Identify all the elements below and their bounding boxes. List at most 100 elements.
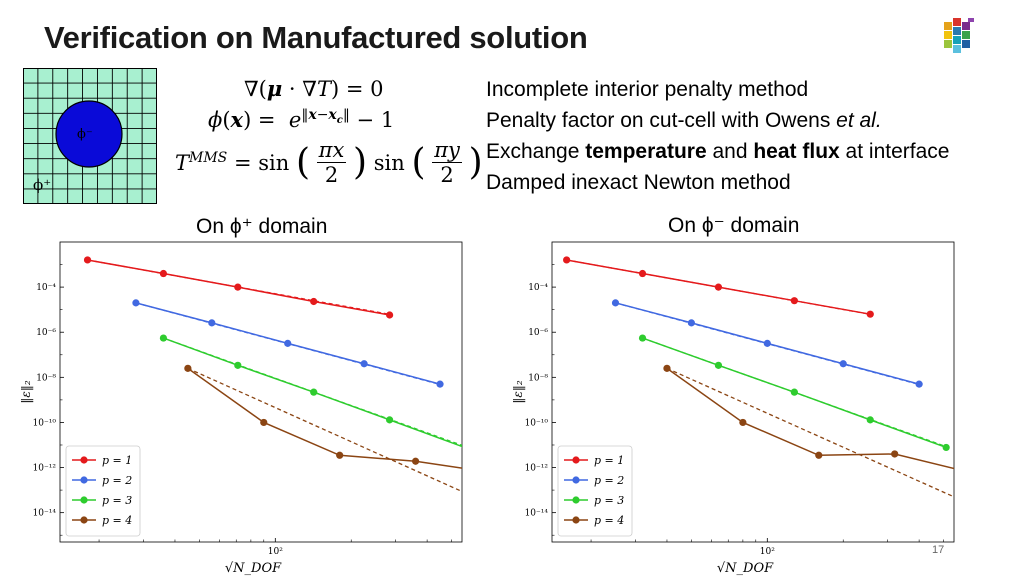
data-point [461,447,462,449]
y-tick-label: 10⁻¹⁴ [33,509,57,519]
data-point [234,361,242,369]
data-point [967,469,974,476]
method-item-text: at interface [839,140,950,163]
legend-marker [572,456,580,464]
domain-figure: ϕ⁻ ϕ⁺ [23,68,157,204]
data-point [83,256,92,264]
x-axis-label: √N_DOF [225,561,282,576]
x-axis-label: √N_DOF [717,561,774,576]
data-point [839,360,847,368]
legend-label: p = 3 [102,494,132,507]
y-tick-label: 10⁻¹² [525,464,549,474]
data-point [714,361,723,369]
y-tick-label: 10⁻⁴ [528,283,548,293]
legend-label: p = 1 [594,454,624,467]
x-tick-label: 10² [268,547,283,557]
data-point [184,364,192,372]
data-point [687,319,696,327]
legend-marker [80,476,88,484]
equation-level-set: ϕ(x) = e‖x−xc‖ − 1 [208,107,395,132]
method-item-text: Penalty factor on cut-cell with Owens [486,109,837,132]
data-point [790,388,798,396]
method-item-text: and [706,140,754,163]
data-point [739,418,747,427]
data-point [638,334,647,342]
method-item-text: Damped inexact Newton method [486,171,791,194]
data-point [714,283,723,291]
x-tick-label: 10² [760,547,775,557]
legend-marker [80,516,88,524]
y-tick-label: 10⁻⁶ [528,328,548,338]
data-point [891,450,899,458]
legend-label: p = 4 [594,514,624,527]
legend-label: p = 2 [594,474,624,487]
legend-label: p = 3 [594,494,624,507]
data-point [411,457,420,465]
data-point [260,418,268,427]
legend-marker [80,496,88,504]
data-point [208,319,216,327]
legend-label: p = 1 [102,454,132,467]
method-item: Penalty factor on cut-cell with Owens et… [486,105,949,136]
reference-slope-line [666,367,954,498]
left-plot-label: On ϕ⁺ domain [196,215,328,238]
data-point [284,339,292,347]
plot-frame [59,241,463,543]
reference-slope-line [187,367,462,493]
data-point [638,269,647,278]
data-point [386,311,394,319]
legend-marker [80,456,88,464]
y-tick-label: 10⁻⁶ [36,328,56,338]
data-point [310,388,318,396]
data-point [815,451,823,459]
method-item-text: Incomplete interior penalty method [486,78,809,101]
method-item: Damped inexact Newton method [486,167,949,198]
data-point [866,416,874,424]
convergence-plot-phi-minus: 10⁻⁴ 10⁻⁶ 10⁻⁸ 10⁻¹⁰ 10⁻¹² 10⁻¹⁴ 10² √N_DOF ‖ε‖₂… [512,241,974,576]
data-point [663,364,671,372]
data-point [436,380,444,388]
data-point [234,283,242,291]
legend-label: p = 4 [102,514,132,527]
data-point [386,416,394,424]
legend-marker [572,516,580,524]
y-tick-label: 10⁻¹⁴ [525,509,549,519]
legend-box [65,445,141,537]
page-number: 17 [932,544,945,556]
legend-label: p = 2 [102,474,132,487]
data-point [159,334,168,342]
method-item-text: heat flux [753,140,840,163]
right-plot-label: On ϕ⁻ domain [668,214,800,237]
method-item: Incomplete interior penalty method [486,74,949,105]
y-tick-label: 10⁻⁸ [528,373,548,383]
method-list: Incomplete interior penalty method Penalt… [486,74,949,198]
data-point [611,299,620,307]
method-item-text: temperature [585,140,707,163]
data-point [310,297,318,306]
legend-box [557,445,633,537]
legend-marker [572,496,580,504]
y-axis-label: ‖ε‖₂ [512,380,525,403]
data-point [360,360,368,368]
method-item-text: et al. [836,109,882,132]
method-item: Exchange temperature and heat flux at in… [486,136,949,167]
data-point [563,256,571,264]
data-point [763,339,771,347]
data-point [866,310,874,318]
data-point [336,451,344,459]
plot-frame [551,241,955,543]
equation-pde: ∇(μ · ∇T) = 0 [244,76,384,101]
university-logo [944,18,974,53]
y-tick-label: 10⁻¹⁰ [33,418,57,428]
method-item-text: Exchange [486,140,586,163]
data-point [132,299,140,307]
y-tick-label: 10⁻¹⁰ [525,418,549,428]
y-axis-label: ‖ε‖₂ [20,380,33,403]
y-tick-label: 10⁻⁴ [36,283,56,293]
phi-minus-label: ϕ⁻ [77,127,93,142]
y-tick-label: 10⁻¹² [33,464,57,474]
data-point [915,380,923,388]
data-point [790,297,798,305]
convergence-plot-phi-plus: 10⁻⁴ 10⁻⁶ 10⁻⁸ 10⁻¹⁰ 10⁻¹² 10⁻¹⁴ 10² √N_DOF ‖ε‖₂… [20,241,463,576]
equation-mms: TMMS = sin ( πx 2 ) sin ( πy 2 ) [175,138,483,187]
